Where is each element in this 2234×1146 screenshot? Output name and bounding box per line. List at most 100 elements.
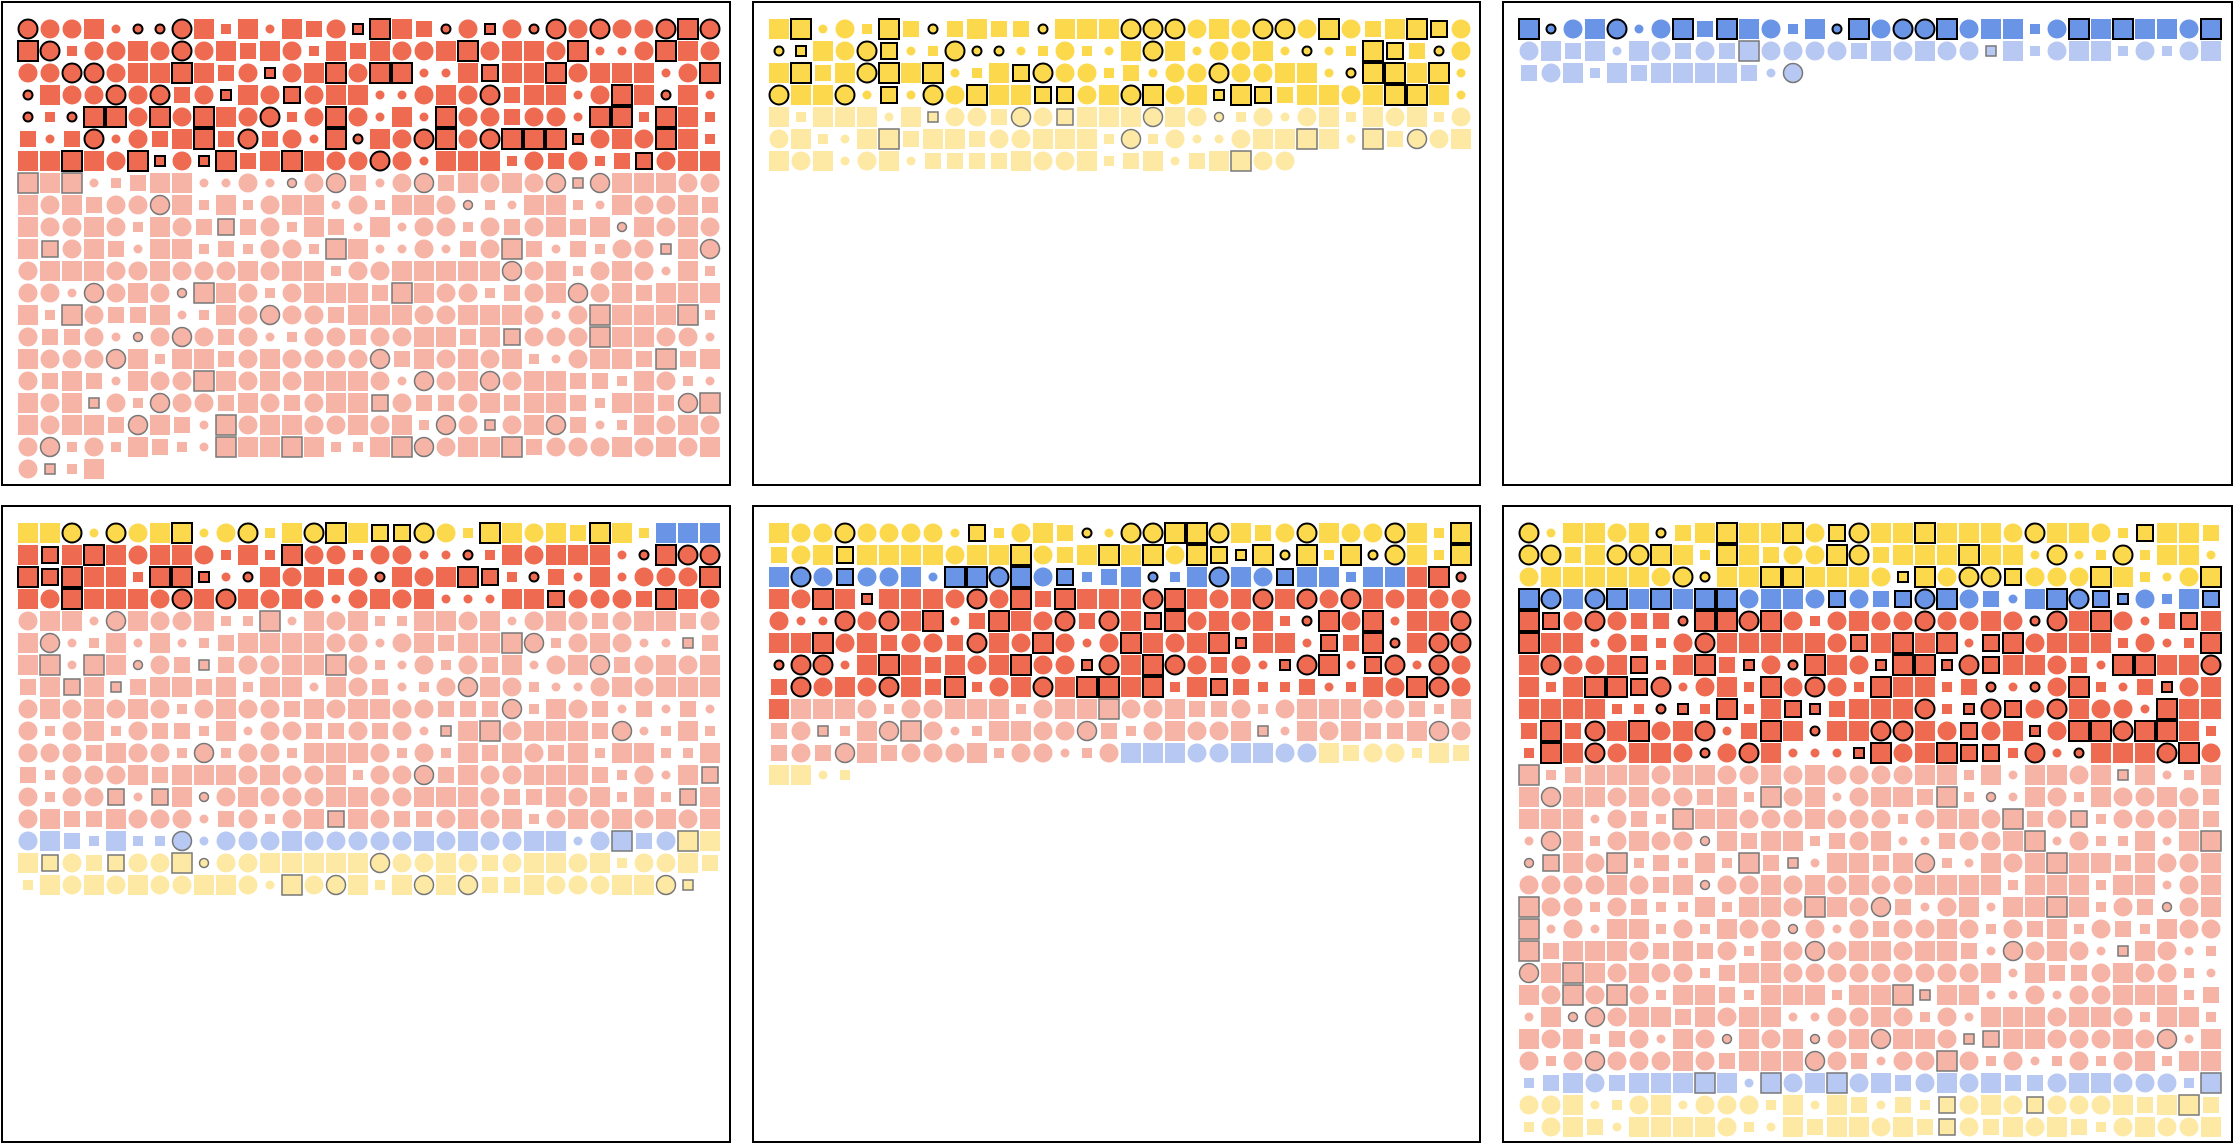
waffle-unit-6-red-light (2091, 787, 2111, 807)
waffle-unit-6-red-light (1805, 985, 1825, 1005)
waffle-unit-6-yellow (1585, 523, 1605, 543)
waffle-unit-1-red-light (111, 332, 121, 342)
waffle-unit-5-red-light (1434, 704, 1444, 714)
waffle-unit-1-red-light (238, 283, 258, 303)
waffle-unit-1-red (568, 151, 588, 171)
waffle-unit-6-yellow (1628, 544, 1650, 566)
waffle-unit-6-blue (1849, 589, 1869, 609)
waffle-unit-6-red (2206, 726, 2216, 736)
waffle-unit-5-red (901, 633, 921, 653)
waffle-unit-1-red (326, 85, 346, 105)
waffle-unit-4-red-light (193, 742, 215, 764)
waffle-unit-2-yellow-light (1209, 151, 1229, 171)
waffle-unit-6-red-light (1695, 809, 1715, 829)
waffle-unit-6-blue-light (1543, 1075, 1559, 1091)
waffle-unit-2-yellow (856, 40, 878, 62)
waffle-unit-5-red (901, 589, 921, 609)
waffle-unit-4-red-light (680, 613, 696, 629)
waffle-unit-4-blue-light (326, 831, 346, 851)
waffle-unit-6-red-light (1585, 963, 1605, 983)
waffle-unit-5-yellow (1275, 523, 1295, 543)
waffle-unit-6-yellow-light (1851, 1097, 1867, 1113)
waffle-unit-1-red-light (172, 239, 192, 259)
waffle-unit-6-red-light (1722, 858, 1732, 868)
waffle-unit-5-blue (1170, 572, 1180, 582)
waffle-unit-6-yellow (2091, 523, 2111, 543)
waffle-unit-6-red-light (1699, 835, 1711, 847)
waffle-unit-6-red-light (1717, 809, 1737, 829)
waffle-unit-4-red-light (546, 655, 566, 675)
waffle-unit-1-red-light (371, 394, 389, 412)
waffle-unit-6-red-light (1981, 831, 2001, 851)
waffle-unit-1-red (111, 24, 121, 34)
waffle-unit-4-red-light (501, 632, 523, 654)
waffle-chart-4 (17, 522, 721, 896)
waffle-unit-5-red (1363, 677, 1383, 697)
waffle-unit-4-red-light (656, 655, 676, 675)
waffle-unit-4-red-light (656, 677, 676, 697)
waffle-unit-1-red-light (589, 304, 611, 326)
waffle-unit-6-red-light (1739, 1029, 1759, 1049)
waffle-unit-1-red (326, 41, 346, 61)
waffle-unit-4-yellow-light (524, 853, 544, 873)
waffle-unit-5-red-light (884, 704, 894, 714)
waffle-unit-5-yellow (1186, 544, 1208, 566)
waffle-unit-1-red (172, 151, 192, 171)
waffle-unit-3-blue-light (1937, 41, 1957, 61)
waffle-unit-4-red-light (198, 791, 210, 803)
waffle-unit-4-red-light (172, 809, 192, 829)
waffle-unit-4-red (149, 566, 171, 588)
waffle-unit-6-yellow (2069, 567, 2089, 587)
waffle-unit-1-red-light (348, 415, 368, 435)
waffle-unit-1-red-light (595, 420, 605, 430)
waffle-unit-6-yellow (1980, 566, 2002, 588)
waffle-unit-6-yellow (1565, 547, 1581, 563)
waffle-unit-6-red (1563, 655, 1583, 675)
waffle-unit-5-blue (1101, 569, 1117, 585)
waffle-unit-6-red-light (1653, 855, 1669, 871)
waffle-unit-6-red-light (1783, 963, 1803, 983)
waffle-unit-6-red-light (2070, 810, 2088, 828)
waffle-unit-1-red-light (194, 349, 214, 369)
waffle-unit-4-blue-light (216, 831, 236, 851)
waffle-unit-6-red-light (1937, 1007, 1957, 1027)
waffle-unit-4-red-light (700, 677, 720, 697)
waffle-unit-1-red (304, 151, 324, 171)
waffle-unit-4-yellow-light (482, 855, 498, 871)
waffle-unit-1-red (678, 41, 698, 61)
waffle-unit-6-red-light (1653, 877, 1669, 893)
waffle-unit-1-red-light (502, 173, 522, 193)
waffle-unit-4-red-light (243, 726, 253, 736)
waffle-unit-1-red-light (304, 393, 324, 413)
waffle-unit-1-red-light (436, 371, 456, 391)
waffle-unit-1-red (391, 62, 413, 84)
waffle-unit-6-yellow (2200, 566, 2222, 588)
waffle-unit-4-red (331, 594, 341, 604)
waffle-unit-6-red-light (1540, 830, 1562, 852)
waffle-unit-4-red-light (438, 701, 454, 717)
waffle-unit-4-red-light (392, 633, 412, 653)
waffle-unit-6-yellow (1607, 567, 1627, 587)
waffle-unit-2-yellow (1120, 18, 1142, 40)
waffle-unit-6-red-light (1518, 896, 1540, 918)
waffle-unit-1-red-light (84, 239, 104, 259)
waffle-unit-6-red-light (1653, 943, 1669, 959)
waffle-unit-4-red (634, 567, 654, 587)
waffle-unit-1-red (149, 106, 171, 128)
waffle-unit-1-red-light (370, 437, 390, 457)
waffle-unit-1-red-light (265, 332, 275, 342)
waffle-unit-6-red-light (1851, 1053, 1867, 1069)
waffle-unit-4-red-light (325, 654, 347, 676)
waffle-unit-4-red-light (282, 721, 302, 741)
waffle-unit-4-yellow-light (260, 853, 280, 873)
waffle-unit-6-red-light (2184, 968, 2194, 978)
waffle-unit-4-red-light (546, 765, 566, 785)
waffle-unit-4-red-light (546, 699, 566, 719)
waffle-unit-4-red-light (700, 611, 720, 631)
waffle-unit-4-red-light (150, 611, 170, 631)
waffle-unit-6-red (1809, 703, 1821, 715)
waffle-unit-1-red-light (265, 178, 275, 188)
waffle-unit-2-yellow-light (1165, 107, 1185, 127)
waffle-unit-4-yellow-light (86, 855, 102, 871)
waffle-unit-1-red-light (458, 305, 478, 325)
